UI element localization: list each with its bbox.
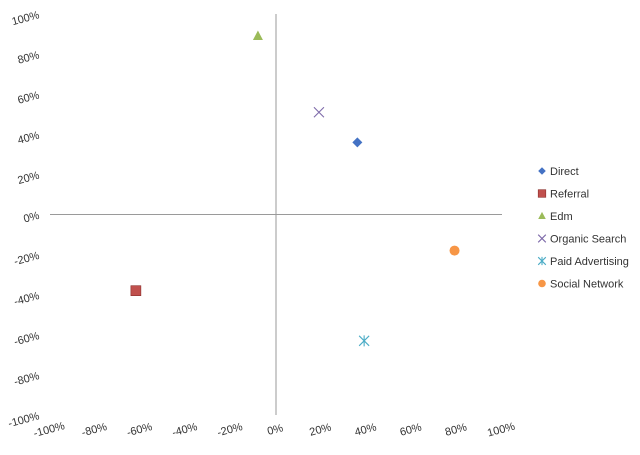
legend-marker — [537, 234, 547, 243]
x-tick-label: 20% — [308, 421, 333, 438]
legend-label: Paid Advertising — [550, 256, 629, 268]
legend-item-organic-search: Organic Search — [537, 234, 626, 246]
x-tick-label: -100% — [32, 420, 66, 440]
y-tick-label: -40% — [13, 290, 41, 308]
axes — [50, 14, 502, 415]
legend-label: Direct — [550, 166, 579, 178]
legend-marker — [537, 256, 547, 266]
x-tick-label: 0% — [266, 422, 285, 438]
legend-marker — [538, 279, 546, 288]
legend-label: Edm — [550, 211, 573, 223]
x-tick-label: -20% — [216, 421, 244, 439]
x-tick-labels: -100% -80% -60% -40% -20% 0% 20% 40% 60% 80% 100% — [32, 420, 516, 440]
data-point-organic-search — [313, 106, 325, 118]
data-point-paid-advertising — [358, 335, 370, 347]
x-tick-label: -80% — [80, 421, 108, 439]
legend-item-paid-advertising: Paid Advertising — [537, 256, 629, 268]
x-tick-label: 60% — [399, 421, 424, 438]
y-tick-label: 80% — [16, 49, 41, 66]
data-points — [130, 30, 460, 347]
x-tick-label: 100% — [486, 421, 516, 440]
y-tick-labels: 100%80%60%40%20%0%-20%-40%-60%-80%-100% — [7, 9, 41, 430]
y-tick-label: 0% — [22, 210, 41, 226]
legend-marker — [538, 211, 546, 220]
data-point-direct — [352, 137, 363, 148]
legend-item-social-network: Social Network — [538, 279, 624, 291]
data-point-social-network — [449, 245, 460, 256]
y-tick-label: 20% — [16, 170, 41, 187]
x-tick-label: -40% — [171, 421, 199, 439]
legend-item-direct: Direct — [538, 166, 579, 178]
x-tick-label: 80% — [444, 421, 469, 438]
y-tick-label: -80% — [13, 370, 41, 388]
data-point-referral — [130, 285, 142, 296]
legend-label: Referral — [550, 189, 589, 201]
legend-marker — [538, 167, 546, 175]
legend-label: Social Network — [550, 279, 624, 291]
y-tick-label: -60% — [13, 330, 41, 348]
legend-item-edm: Edm — [538, 211, 573, 223]
y-tick-label: -20% — [13, 250, 41, 268]
y-tick-label: 100% — [10, 9, 40, 28]
data-point-edm — [252, 30, 263, 41]
y-tick-label: 40% — [16, 130, 41, 147]
y-tick-label: 60% — [16, 89, 41, 106]
legend-label: Organic Search — [550, 234, 626, 246]
x-tick-label: -60% — [126, 421, 154, 439]
x-tick-label: 40% — [353, 421, 378, 438]
legend-item-referral: Referral — [537, 189, 589, 201]
legend-marker — [537, 189, 547, 198]
legend: Direct Referral Edm Organic Search Paid Adve… — [537, 166, 629, 291]
